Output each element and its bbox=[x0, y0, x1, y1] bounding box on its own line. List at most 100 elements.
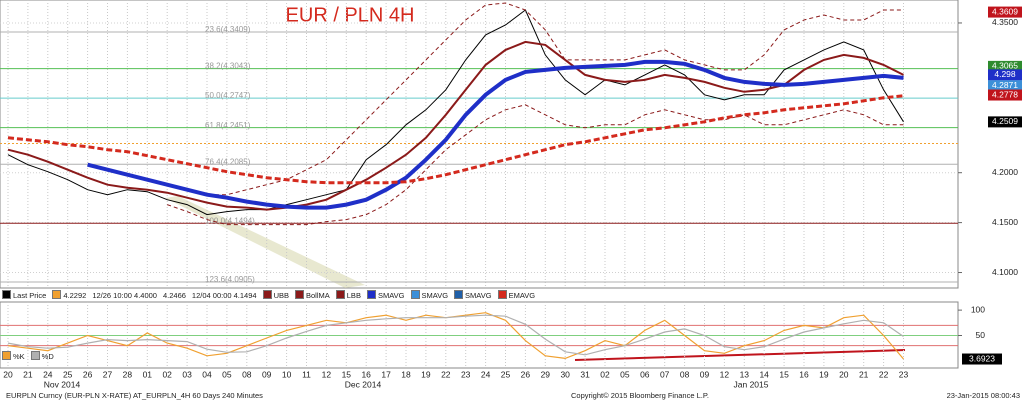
y-tick-label: 4.3500 bbox=[992, 17, 1018, 27]
level-label: 38.2(4.3043) bbox=[205, 62, 251, 71]
x-tick-label: 18 bbox=[401, 369, 411, 379]
price-box bbox=[988, 89, 1022, 101]
channel bbox=[165, 196, 365, 288]
footer-right: 23-Jan-2015 08:00:43 bbox=[947, 391, 1020, 400]
legend-swatch bbox=[30, 351, 40, 360]
y-tick-label: 4.1500 bbox=[992, 217, 1018, 227]
level-label: 76.4(4.2085) bbox=[205, 157, 251, 166]
x-tick-label: 02 bbox=[600, 369, 610, 379]
x-tick-label: 06 bbox=[640, 369, 650, 379]
level-label: 23.6(4.3409) bbox=[205, 25, 251, 34]
legend-item: BollMA bbox=[295, 290, 330, 300]
x-tick-label: 12 bbox=[720, 369, 730, 379]
y-tick-label: 50 bbox=[976, 330, 986, 340]
x-tick-label: 21 bbox=[859, 369, 869, 379]
legend-item: LBB bbox=[335, 290, 361, 300]
legend-item: 4.2292 bbox=[52, 290, 86, 300]
x-tick-label: 15 bbox=[342, 369, 352, 379]
legend-item: SMAVG bbox=[410, 290, 449, 300]
x-tick-label: 26 bbox=[521, 369, 531, 379]
legend-item: Last Price bbox=[2, 290, 46, 300]
month-label: Jan 2015 bbox=[734, 379, 769, 389]
legend-item: %K bbox=[2, 351, 25, 361]
x-tick-label: 31 bbox=[580, 369, 590, 379]
x-tick-label: 20 bbox=[839, 369, 849, 379]
x-tick-label: 29 bbox=[541, 369, 551, 379]
x-tick-label: 28 bbox=[123, 369, 133, 379]
x-tick-label: 17 bbox=[381, 369, 391, 379]
footer-left: EURPLN Curncy (EUR-PLN X-RATE) AT_EURPLN… bbox=[6, 391, 263, 400]
legend-text: SMAVG bbox=[377, 291, 405, 300]
x-tick-label: 08 bbox=[680, 369, 690, 379]
osc-box bbox=[962, 353, 1002, 365]
legend-swatch bbox=[2, 290, 11, 299]
legend-text: 12/26 10:00 4.4000 bbox=[92, 290, 157, 300]
series-line bbox=[7, 314, 904, 356]
x-tick-label: 15 bbox=[779, 369, 789, 379]
x-tick-label: 26 bbox=[83, 369, 93, 379]
x-tick-label: 22 bbox=[879, 369, 889, 379]
y-tick-label: 100 bbox=[971, 304, 985, 314]
legend-text: LBB bbox=[346, 291, 361, 300]
x-tick-label: 12 bbox=[322, 369, 332, 379]
x-tick-label: 25 bbox=[63, 369, 73, 379]
level-label: 100.0(4.1494) bbox=[205, 216, 255, 225]
price-box-label: 4.2778 bbox=[992, 89, 1018, 99]
legend-swatch bbox=[410, 290, 420, 299]
legend-swatch bbox=[52, 290, 62, 299]
x-tick-label: 19 bbox=[819, 369, 829, 379]
legend-swatch bbox=[262, 290, 272, 299]
oscillator-legend: %K %D bbox=[2, 351, 54, 361]
x-tick-label: 27 bbox=[103, 369, 113, 379]
legend-item: EMAVG bbox=[497, 290, 535, 300]
x-tick-label: 05 bbox=[620, 369, 630, 379]
price-box bbox=[988, 60, 1022, 72]
legend-swatch bbox=[454, 290, 464, 299]
x-tick-label: 24 bbox=[43, 369, 53, 379]
osc-box-label: 3.6923 bbox=[969, 353, 995, 363]
legend-item: 12/04 00:00 4.1494 bbox=[192, 291, 257, 300]
series-line bbox=[7, 94, 904, 185]
legend: Last Price 4.2292 12/26 10:00 4.4000 4.2466… bbox=[2, 289, 535, 301]
x-tick-label: 22 bbox=[441, 369, 451, 379]
x-tick-label: 04 bbox=[202, 369, 212, 379]
level-label: 123.6(4.0905) bbox=[205, 275, 255, 284]
x-tick-label: 16 bbox=[361, 369, 371, 379]
y-tick-label: 4.1000 bbox=[992, 267, 1018, 277]
legend-text: SMAVG bbox=[465, 291, 492, 300]
legend-swatch bbox=[2, 351, 11, 360]
chart-title: EUR / PLN 4H bbox=[286, 4, 415, 26]
x-tick-label: 23 bbox=[461, 369, 471, 379]
legend-item: %D bbox=[30, 351, 54, 361]
legend-text: Last Price bbox=[13, 291, 47, 300]
legend-text: 4.2292 bbox=[63, 291, 87, 300]
legend-text: SMAVG bbox=[421, 291, 449, 300]
legend-swatch bbox=[295, 290, 304, 299]
x-tick-label: 14 bbox=[759, 369, 769, 379]
x-tick-label: 02 bbox=[162, 369, 172, 379]
price-box-label: 4.2871 bbox=[992, 80, 1018, 90]
legend-swatch bbox=[497, 290, 507, 299]
x-tick-label: 21 bbox=[23, 369, 33, 379]
price-box-label: 4.3609 bbox=[992, 6, 1018, 16]
x-tick-label: 10 bbox=[282, 369, 292, 379]
legend-item: SMAVG bbox=[454, 290, 492, 300]
price-box bbox=[988, 69, 1022, 81]
series-line bbox=[87, 59, 904, 210]
legend-item: UBB bbox=[262, 290, 289, 300]
price-box bbox=[988, 6, 1022, 18]
legend-text: 12/04 00:00 4.1494 bbox=[191, 290, 257, 300]
series-line bbox=[7, 40, 904, 211]
level-label: 50.0(4.2747) bbox=[205, 91, 251, 100]
x-tick-label: 16 bbox=[799, 369, 809, 379]
legend-item: SMAVG bbox=[366, 290, 405, 300]
x-tick-label: 30 bbox=[560, 369, 570, 379]
legend-item: 4.2466 bbox=[163, 291, 186, 300]
legend-text: 4.2466 bbox=[162, 290, 186, 300]
x-tick-label: 20 bbox=[3, 369, 13, 379]
x-tick-label: 11 bbox=[302, 369, 311, 379]
legend-swatch bbox=[335, 290, 345, 299]
x-tick-label: 25 bbox=[501, 369, 511, 379]
